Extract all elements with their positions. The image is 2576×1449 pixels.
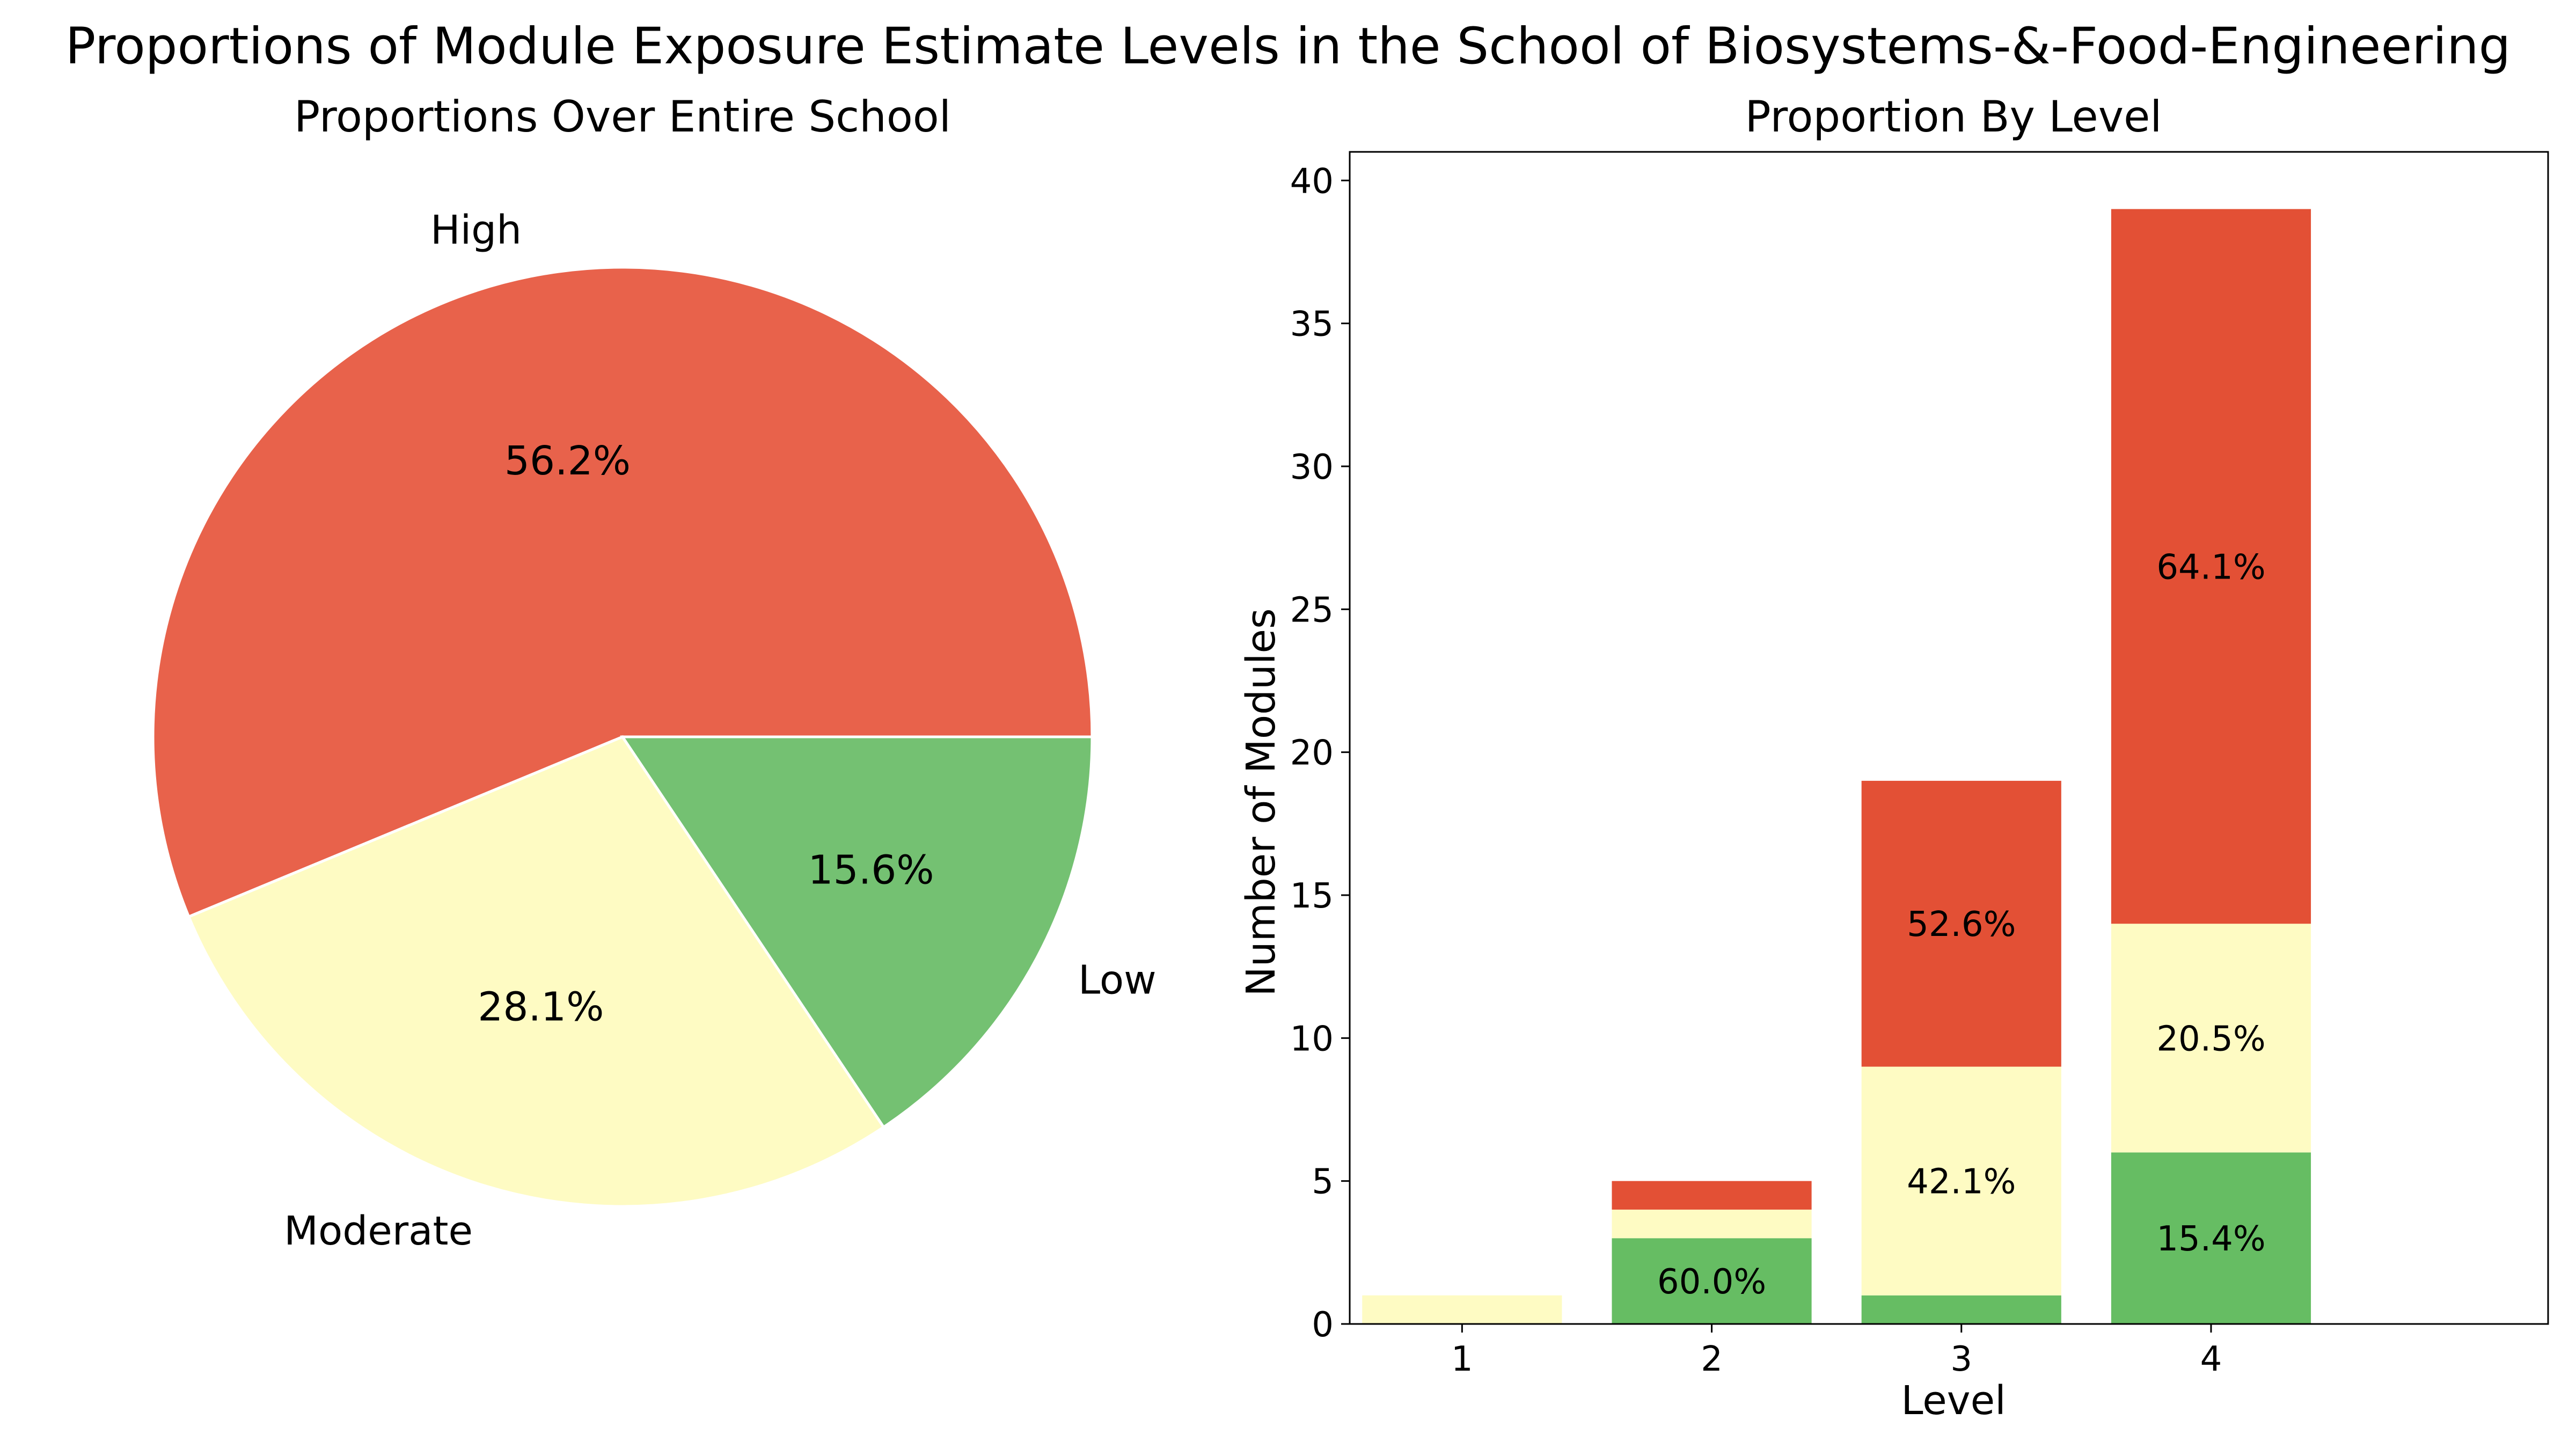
bar-percent-label: 20.5% — [2156, 1019, 2265, 1059]
y-tick-label: 20 — [1290, 734, 1334, 773]
bar-percent-label: 60.0% — [1657, 1262, 1766, 1302]
x-tick-label: 2 — [1701, 1340, 1723, 1379]
y-tick-label: 5 — [1312, 1162, 1334, 1202]
bar-level-4-low — [2111, 1152, 2311, 1324]
y-tick-label: 15 — [1290, 876, 1334, 916]
x-tick-label: 1 — [1451, 1340, 1473, 1379]
x-tick-label: 4 — [2200, 1340, 2222, 1379]
pie-pct-low: 15.6% — [808, 847, 934, 893]
pie-pct-high: 56.2% — [504, 438, 631, 484]
y-tick-label: 25 — [1290, 590, 1334, 630]
x-axis-label: Level — [1901, 1378, 2006, 1424]
y-tick-label: 35 — [1290, 305, 1334, 345]
y-tick-label: 0 — [1312, 1305, 1334, 1345]
pie-slices — [151, 266, 1094, 1208]
bar-percent-label: 52.6% — [1907, 905, 2016, 945]
pie-chart: Proportions Over Entire School High 56.2%… — [151, 92, 1157, 1254]
pie-title: Proportions Over Entire School — [294, 92, 951, 142]
y-tick-label: 30 — [1290, 448, 1334, 487]
bar-level-2-moderate — [1612, 1209, 1812, 1239]
pie-label-low: Low — [1078, 957, 1157, 1003]
bar-level-1-moderate — [1362, 1295, 1562, 1324]
bar-level-2-low — [1612, 1238, 1812, 1324]
bar-annotations: 60.0% 42.1% 52.6% 15.4% 20.5% 64.1% — [1657, 547, 2266, 1302]
bar-level-4-high — [2111, 209, 2311, 924]
pie-slice-low — [620, 735, 1094, 1129]
y-tick-label: 10 — [1290, 1019, 1334, 1059]
pie-slice-high — [151, 266, 1094, 919]
pie-labels: High 56.2% Moderate 28.1% Low 15.6% — [284, 207, 1157, 1254]
bar-percent-label: 64.1% — [2156, 547, 2265, 587]
plot-frame — [1349, 151, 2549, 1325]
figure-suptitle: Proportions of Module Exposure Estimate … — [65, 17, 2511, 76]
y-axis-label: Number of Modules — [1238, 608, 1284, 996]
pie-label-high: High — [430, 207, 522, 253]
pie-slice-moderate — [187, 735, 886, 1208]
bar-title: Proportion By Level — [1745, 92, 2162, 142]
pie-pct-moderate: 28.1% — [478, 984, 604, 1030]
bar-level-3-low — [1861, 1295, 2061, 1324]
bar-chart: Proportion By Level 1 2 3 40510152025303540… — [1238, 92, 2549, 1424]
bar-level-4-moderate — [2111, 924, 2311, 1153]
bar-level-3-high — [1861, 780, 2061, 1067]
bar-percent-label: 15.4% — [2156, 1219, 2265, 1259]
bar-level-3-moderate — [1861, 1066, 2061, 1296]
bar-percent-label: 42.1% — [1907, 1162, 2016, 1202]
bar-level-2-high — [1612, 1181, 1812, 1210]
bar-marks — [1362, 209, 2311, 1324]
x-tick-label: 3 — [1950, 1340, 1972, 1379]
y-tick-label: 40 — [1290, 162, 1334, 201]
pie-label-moderate: Moderate — [284, 1208, 473, 1254]
